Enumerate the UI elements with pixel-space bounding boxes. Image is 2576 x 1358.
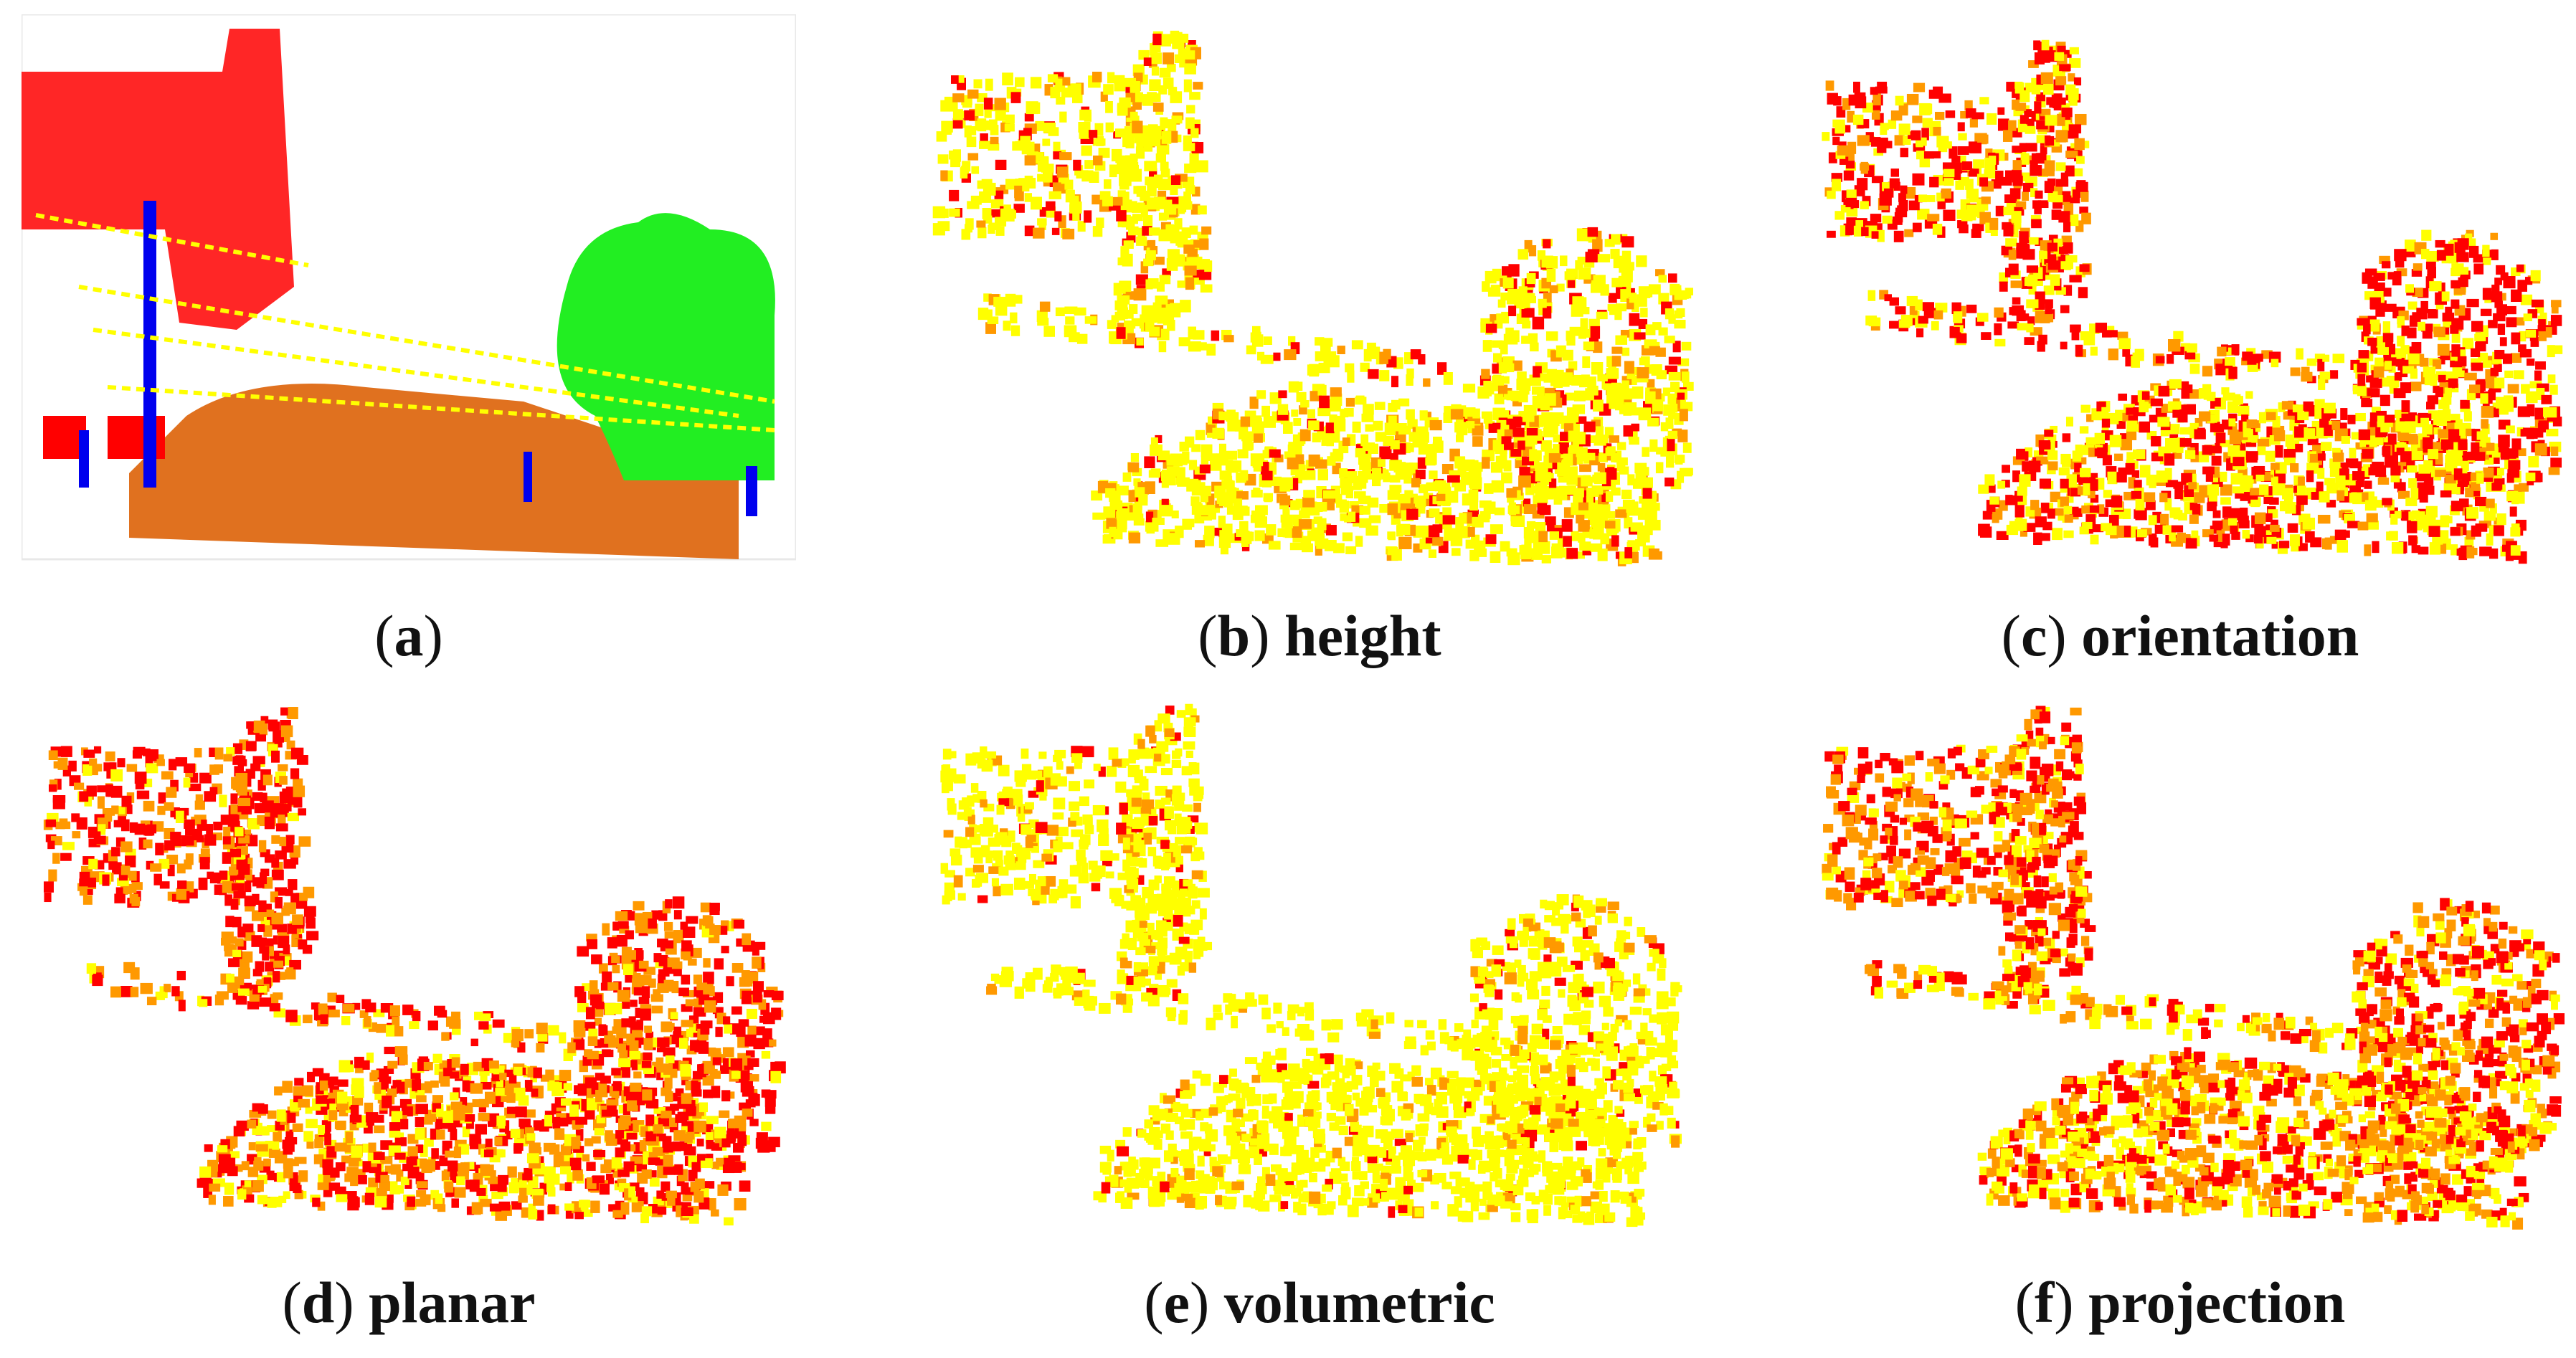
caption-a: (a) bbox=[374, 603, 443, 668]
wire bbox=[78, 285, 775, 404]
caption-word: volumetric bbox=[1223, 1270, 1495, 1335]
caption-word: orientation bbox=[2081, 603, 2359, 668]
volumetric-feature-image bbox=[940, 703, 1682, 1228]
caption-d: (d) planar bbox=[282, 1270, 536, 1335]
caption-f: (f) projection bbox=[2014, 1270, 2346, 1335]
ground-region bbox=[129, 384, 739, 559]
projection-feature-image bbox=[1822, 706, 2565, 1230]
caption-letter: d bbox=[301, 1270, 335, 1335]
panel-d bbox=[43, 688, 796, 1233]
pole bbox=[524, 452, 532, 502]
caption-letter: b bbox=[1217, 603, 1251, 668]
panel-a bbox=[22, 14, 796, 574]
pole bbox=[79, 430, 89, 488]
caption-word: height bbox=[1284, 603, 1441, 668]
point-cloud-labels-image bbox=[22, 14, 796, 574]
caption-word: projection bbox=[2088, 1270, 2346, 1335]
caption-letter: c bbox=[2020, 603, 2047, 668]
panel-f bbox=[1822, 688, 2575, 1233]
wire bbox=[93, 328, 739, 418]
wire bbox=[107, 385, 775, 432]
pole bbox=[746, 466, 757, 516]
panel-b bbox=[932, 14, 1707, 574]
panel-e bbox=[939, 688, 1692, 1233]
height-feature-image bbox=[932, 30, 1694, 566]
building-region bbox=[22, 29, 294, 330]
pole bbox=[143, 201, 156, 488]
caption-letter: e bbox=[1163, 1270, 1190, 1335]
panel-c bbox=[1822, 14, 2575, 574]
caption-b: (b) height bbox=[1198, 603, 1441, 668]
caption-letter: a bbox=[394, 603, 424, 668]
orientation-feature-image bbox=[1822, 39, 2563, 564]
wire bbox=[35, 213, 309, 267]
planar-feature-image bbox=[43, 707, 786, 1226]
caption-c: (c) orientation bbox=[2001, 603, 2359, 668]
caption-letter: f bbox=[2034, 1270, 2055, 1335]
caption-word: planar bbox=[369, 1270, 536, 1335]
caption-e: (e) volumetric bbox=[1144, 1270, 1495, 1335]
